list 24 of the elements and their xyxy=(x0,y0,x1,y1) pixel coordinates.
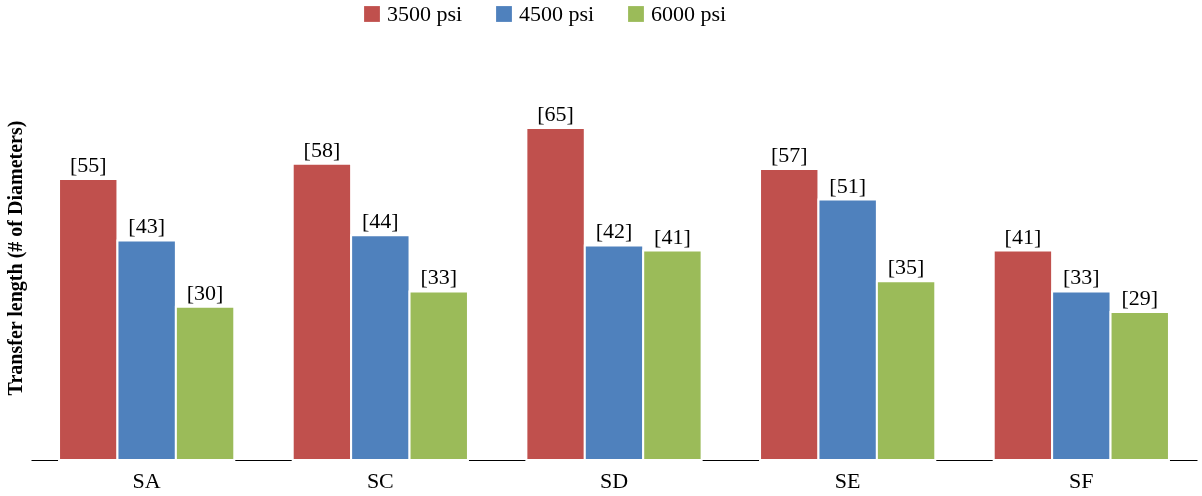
data-label: [58] xyxy=(303,136,341,162)
legend-label: 3500 psi xyxy=(387,1,463,26)
legend-label: 6000 psi xyxy=(651,1,727,26)
data-label: [55] xyxy=(69,152,107,178)
data-label: [44] xyxy=(362,208,399,234)
x-tick-label: SA xyxy=(132,467,161,493)
x-tick-label: SF xyxy=(1069,467,1094,493)
x-tick-label: SD xyxy=(599,467,629,493)
data-label: [33] xyxy=(1063,264,1100,290)
data-label: [41] xyxy=(654,223,691,249)
data-label: [33] xyxy=(420,264,458,290)
data-label: [30] xyxy=(186,279,224,305)
y-axis-title: Transfer length (# of Diameters) xyxy=(3,120,27,396)
data-label: [42] xyxy=(595,218,633,244)
data-label: [29] xyxy=(1121,284,1159,310)
data-label: [43] xyxy=(128,213,165,239)
data-label: [65] xyxy=(537,101,574,127)
data-label: [35] xyxy=(887,254,925,280)
x-tick-label: SE xyxy=(834,467,861,493)
data-label: [41] xyxy=(1004,223,1042,249)
legend-label: 4500 psi xyxy=(519,1,595,26)
x-tick-label: SC xyxy=(366,467,394,493)
data-label: [51] xyxy=(829,172,866,198)
data-label: [57] xyxy=(770,141,808,167)
